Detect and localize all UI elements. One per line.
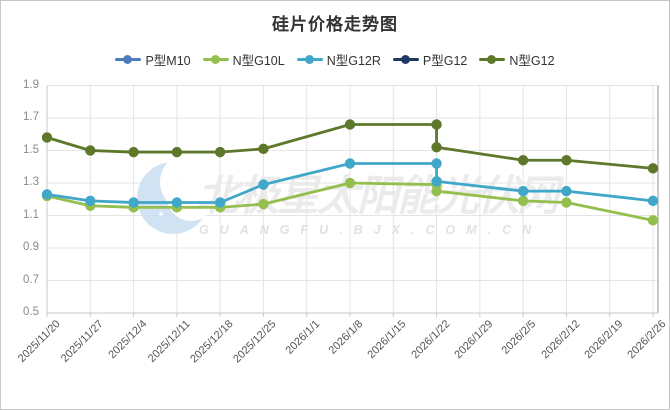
y-axis-label: 1.7 (23, 111, 39, 123)
data-point-n-g12r[interactable] (85, 195, 96, 207)
watermark: 北极星太阳能光伏网 GUANGFU.BJX.COM.CN (137, 153, 567, 237)
data-point-n-g12[interactable] (171, 146, 183, 158)
legend-item-p-g12[interactable]: P型G12 (392, 50, 468, 69)
data-point-n-g12r[interactable] (431, 158, 442, 169)
y-axis-label: 1.9 (23, 78, 39, 91)
legend-item-n-g12r[interactable]: N型G12R (296, 50, 381, 69)
legend-label: N型G10L (232, 54, 285, 68)
data-point-n-g12r[interactable] (647, 195, 659, 207)
series-lines (41, 119, 659, 226)
data-point-n-g10l[interactable] (258, 198, 269, 210)
legend-line-dot-icon (392, 55, 419, 65)
data-point-n-g12[interactable] (561, 155, 572, 166)
legend: P型M10 N型G10L N型G12R P型G12 N型G12 (1, 50, 669, 69)
data-point-n-g12r[interactable] (171, 197, 183, 208)
data-point-n-g12r[interactable] (128, 197, 139, 208)
series-n-g12 (41, 119, 659, 174)
data-point-n-g12r[interactable] (41, 189, 53, 200)
watermark-text: 北极星太阳能光伏网 (197, 172, 565, 219)
legend-line-dot-icon (296, 55, 323, 65)
data-point-n-g12r[interactable] (344, 158, 356, 169)
legend-line-dot-icon (202, 55, 229, 65)
moon-logo-icon (137, 153, 218, 234)
watermark-subtext: GUANGFU.BJX.COM.CN (199, 223, 542, 237)
legend-label: P型M10 (145, 54, 191, 68)
data-point-n-g12[interactable] (128, 146, 139, 158)
legend-label: N型G12R (326, 54, 381, 68)
y-axis-label: 1.3 (23, 176, 39, 188)
data-point-n-g10l[interactable] (431, 185, 442, 197)
legend-line-dot-icon (115, 55, 142, 65)
y-axis-label: 1.5 (23, 143, 39, 156)
y-axis-label: 0.5 (23, 306, 39, 318)
y-axis-label: 0.9 (23, 241, 39, 253)
data-point-n-g12r[interactable] (431, 176, 442, 187)
legend-label: N型G12 (509, 54, 555, 68)
data-point-n-g12[interactable] (214, 146, 226, 158)
series-n-g12r (41, 158, 659, 208)
data-point-n-g12[interactable] (41, 132, 53, 143)
y-axis-label: 1.1 (23, 208, 39, 221)
data-point-n-g10l[interactable] (517, 195, 529, 207)
data-point-n-g12[interactable] (517, 155, 529, 166)
data-point-n-g10l[interactable] (647, 215, 659, 226)
data-point-n-g12[interactable] (344, 119, 356, 130)
legend-label: P型G12 (422, 54, 468, 68)
data-point-n-g12r[interactable] (517, 185, 529, 197)
data-point-n-g12r[interactable] (214, 197, 226, 208)
legend-item-n-g10l[interactable]: N型G10L (202, 50, 285, 69)
data-point-n-g12[interactable] (647, 163, 659, 174)
y-axis-label: 0.7 (23, 273, 39, 286)
data-point-n-g10l[interactable] (561, 197, 572, 208)
data-point-n-g12r[interactable] (561, 185, 572, 197)
data-point-n-g12r[interactable] (258, 179, 269, 190)
legend-line-dot-icon (479, 55, 506, 65)
data-point-n-g12[interactable] (431, 119, 442, 130)
data-point-n-g10l[interactable] (344, 177, 356, 189)
data-point-n-g12[interactable] (258, 143, 269, 155)
legend-item-p-m10[interactable]: P型M10 (115, 50, 191, 69)
data-point-n-g12[interactable] (431, 142, 442, 153)
data-point-n-g12[interactable] (85, 145, 96, 156)
legend-item-n-g12[interactable]: N型G12 (479, 50, 555, 69)
chart-title: 硅片价格走势图 (272, 15, 398, 34)
